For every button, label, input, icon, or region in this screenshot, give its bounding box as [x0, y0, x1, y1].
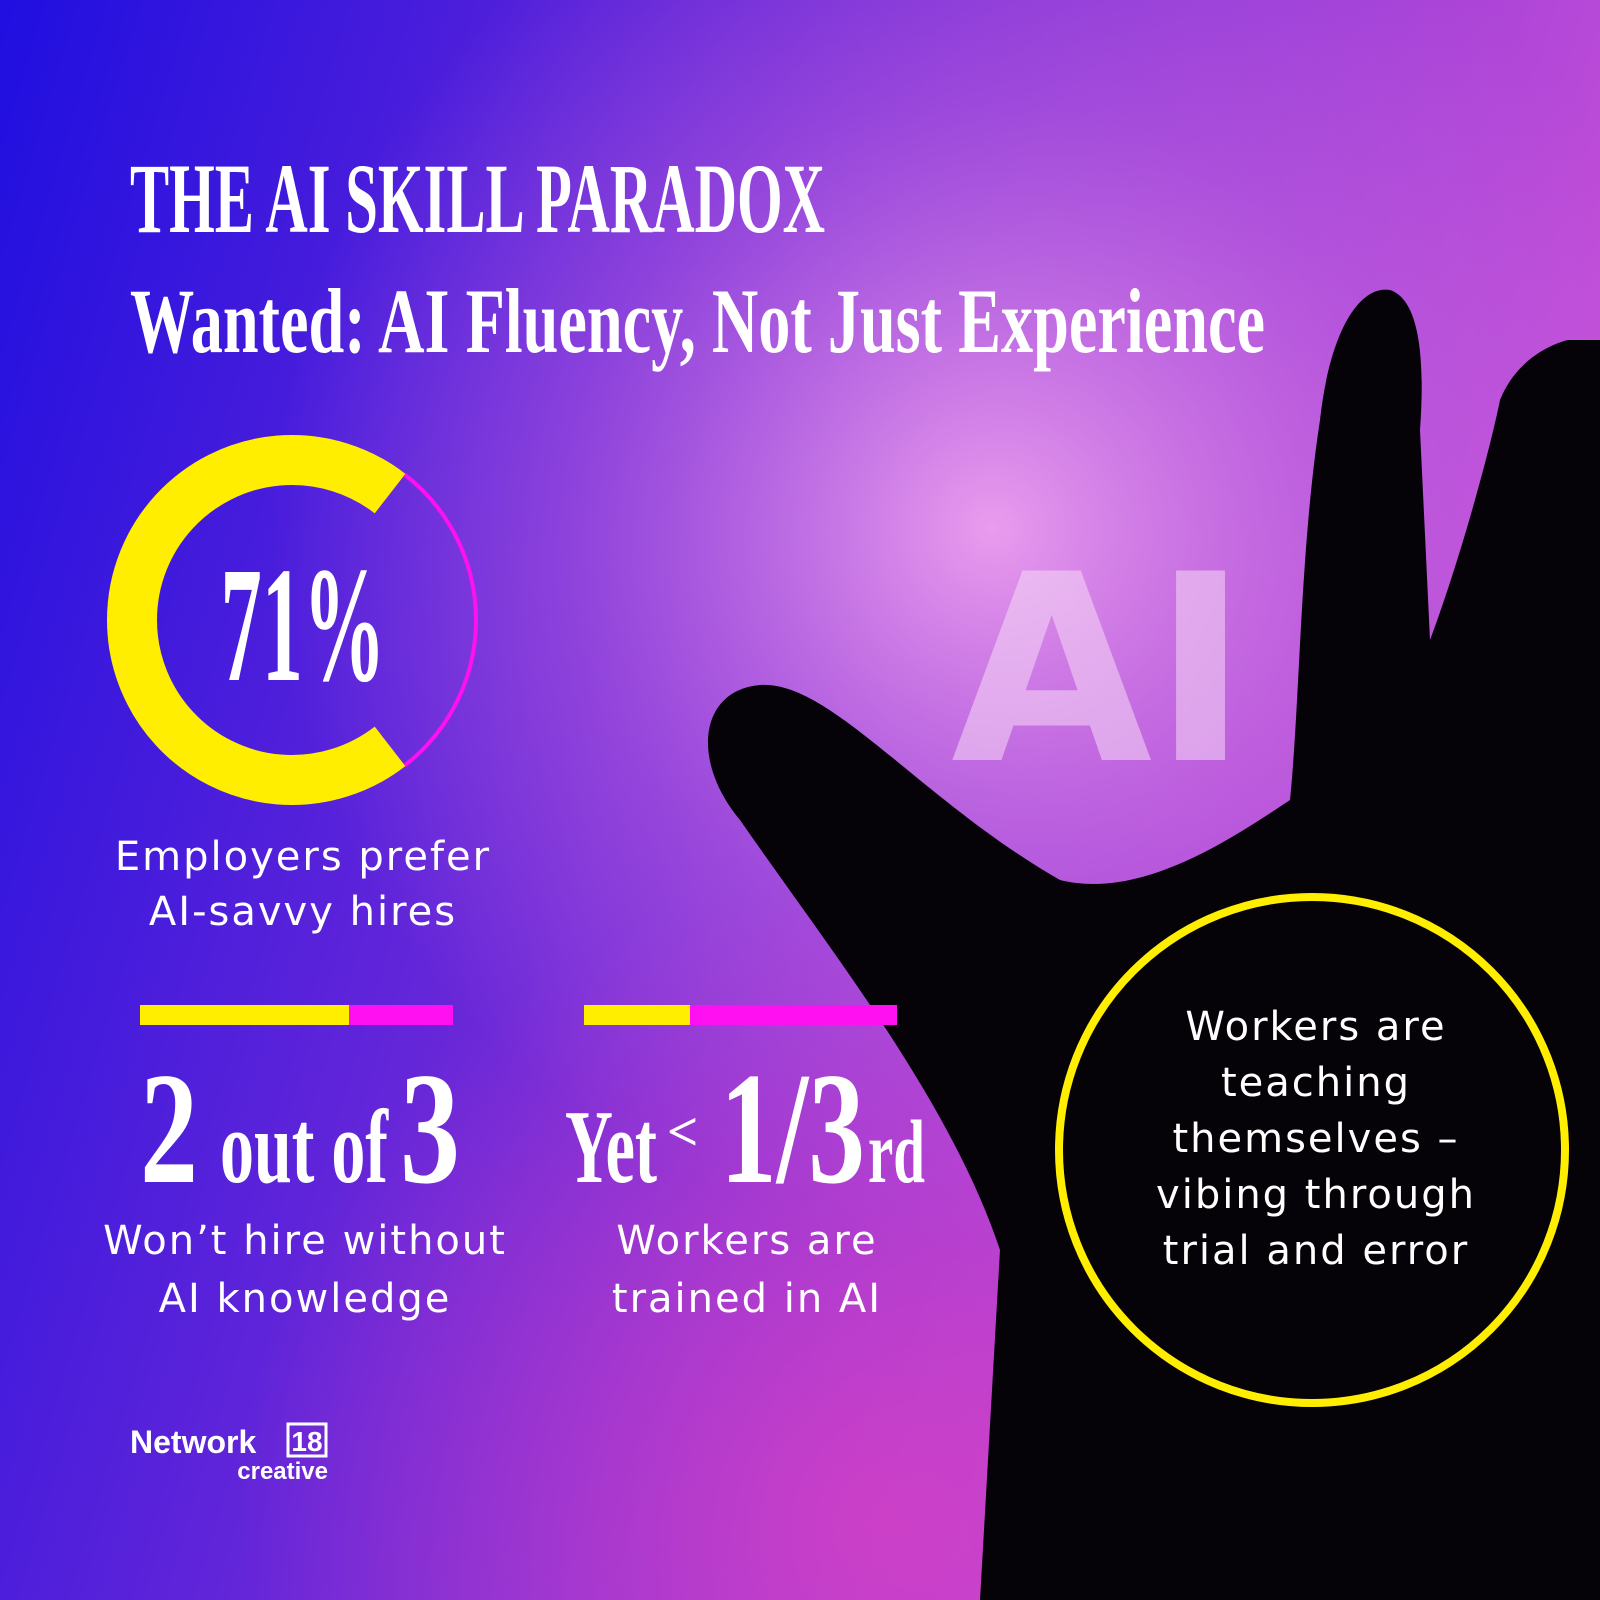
stat-ring: 71% Employers prefer AI-savvy hires: [107, 435, 491, 935]
stat-caption: Won’t hire without: [103, 1218, 507, 1264]
divider: [140, 1005, 349, 1025]
stat-suffix: rd: [868, 1103, 925, 1202]
stat-big: 3: [400, 1039, 460, 1217]
callout-text: vibing through: [1156, 1172, 1476, 1218]
stat-value: 71%: [221, 533, 386, 716]
logo-number: 18: [291, 1426, 322, 1457]
ring-remainder: [403, 473, 478, 767]
stat-symbol: <: [667, 1101, 698, 1162]
stat-caption: AI-savvy hires: [149, 889, 457, 935]
divider: [690, 1005, 897, 1025]
callout-text: teaching: [1221, 1060, 1411, 1106]
stat-caption: Employers prefer: [115, 834, 491, 880]
stat-caption: AI knowledge: [159, 1276, 452, 1322]
divider: [349, 1005, 453, 1025]
title: THE AI SKILL PARADOX: [130, 143, 825, 254]
stat-big: 1/3: [720, 1039, 865, 1217]
callout-text: themselves –: [1172, 1116, 1459, 1162]
callout-text: trial and error: [1163, 1228, 1469, 1274]
stat-big: 2: [140, 1039, 198, 1217]
callout-circle: [1055, 893, 1569, 1407]
logo-sub: creative: [237, 1458, 328, 1485]
stat-mid: Yet: [565, 1088, 657, 1205]
stat-caption: trained in AI: [612, 1276, 882, 1322]
background-text: AI: [951, 520, 1249, 822]
logo-name: Network: [130, 1424, 256, 1460]
divider: [584, 1005, 690, 1025]
logo-box: [286, 1422, 328, 1458]
callout-text: Workers are: [1185, 1004, 1446, 1050]
ring-arc: [107, 435, 406, 805]
logo: Network 18 creative: [130, 1422, 328, 1485]
subtitle: Wanted: AI Fluency, Not Just Experience: [130, 270, 1265, 372]
stat-caption: Workers are: [616, 1218, 877, 1264]
stat-mid: out of: [220, 1088, 389, 1205]
